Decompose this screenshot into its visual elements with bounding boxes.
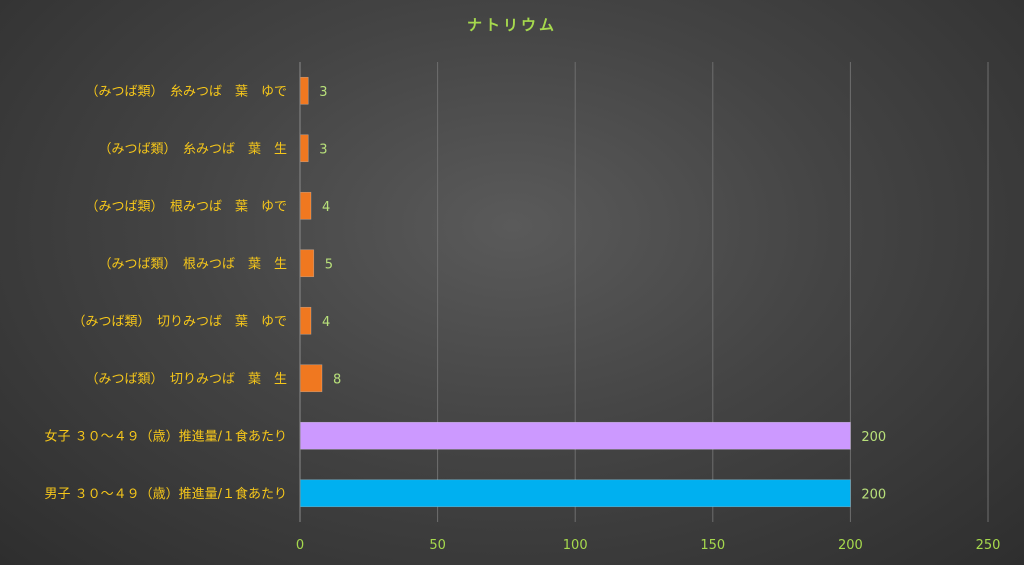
bar-2 xyxy=(299,191,312,220)
category-label: （みつば類） 根みつば 葉 生 xyxy=(98,257,287,272)
category-label: 女子 ３０～４９（歳）推進量/１食あたり xyxy=(44,428,287,444)
category-label: （みつば類） 切りみつば 葉 生 xyxy=(85,372,287,387)
bar-6 xyxy=(299,421,851,450)
bar-5 xyxy=(299,364,323,393)
x-tick-label: 200 xyxy=(838,538,863,553)
data-label: 200 xyxy=(861,487,886,502)
bars xyxy=(299,76,851,508)
data-label: 8 xyxy=(333,372,341,387)
x-tick-label: 150 xyxy=(700,538,725,553)
data-label: 3 xyxy=(319,142,327,157)
data-label: 3 xyxy=(319,85,327,100)
bar-0 xyxy=(299,76,309,105)
x-tick-label: 0 xyxy=(296,538,304,553)
chart-title: ナトリウム xyxy=(466,16,557,34)
x-tick-label: 50 xyxy=(429,538,446,553)
category-label: （みつば類） 根みつば 葉 ゆで xyxy=(85,199,287,214)
x-tick-label: 250 xyxy=(976,538,1001,553)
bar-7 xyxy=(299,479,851,508)
category-label: （みつば類） 糸みつば 葉 生 xyxy=(98,142,287,157)
labels: 0 50 100 150 200 250 （みつば類） 糸みつば 葉 ゆで 3 （みつば類） 糸… xyxy=(44,84,1000,553)
bar-1 xyxy=(299,134,309,163)
gridlines xyxy=(437,62,989,522)
bar-4 xyxy=(299,306,312,335)
x-tick-label: 100 xyxy=(563,538,588,553)
category-label: （みつば類） 糸みつば 葉 ゆで xyxy=(85,84,287,99)
category-label: （みつば類） 切りみつば 葉 ゆで xyxy=(72,314,287,329)
data-label: 4 xyxy=(322,200,330,215)
data-label: 5 xyxy=(325,257,333,272)
bar-3 xyxy=(299,249,315,278)
data-label: 200 xyxy=(861,430,886,445)
data-label: 4 xyxy=(322,315,330,330)
category-label: 男子 ３０～４９（歳）推進量/１食あたり xyxy=(44,486,287,502)
